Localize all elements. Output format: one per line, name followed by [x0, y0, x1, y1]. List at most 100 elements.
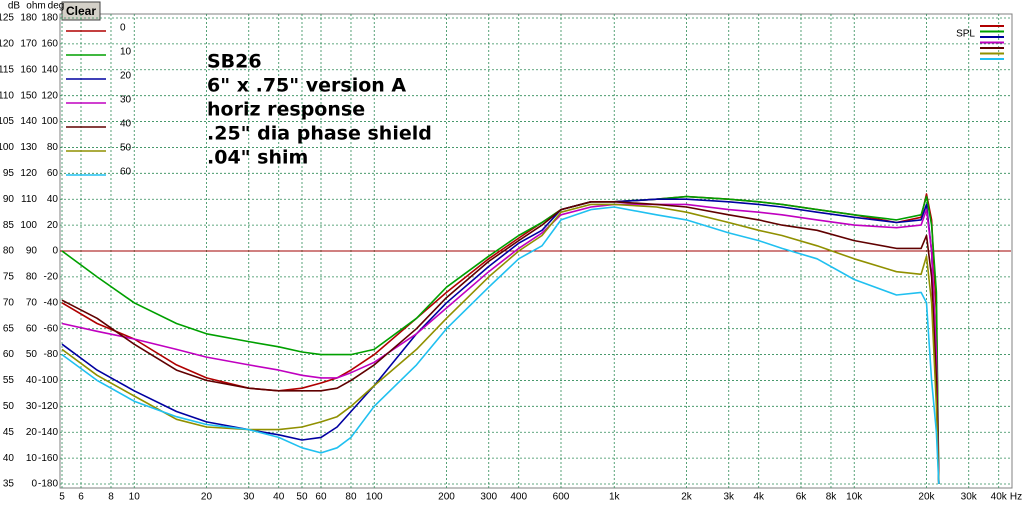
series-line [61, 203, 940, 485]
x-tick-label: 8 [108, 492, 114, 503]
y3-tick-label: 60 [47, 168, 59, 179]
y2-tick-label: 180 [20, 13, 37, 24]
y-tick-label: 60 [3, 349, 15, 360]
y3-tick-label: 140 [41, 64, 58, 75]
y-tick-label: 40 [3, 453, 15, 464]
x-tick-label: 40 [273, 492, 285, 503]
y3-tick-label: 180 [41, 13, 58, 24]
x-tick-label: 10 [129, 492, 141, 503]
y3-tick-label: -180 [38, 479, 58, 490]
y3-tick-label: 20 [47, 220, 59, 231]
y2-tick-label: 170 [20, 39, 37, 50]
x-tick-label: 80 [345, 492, 357, 503]
y-tick-label: 55 [3, 375, 15, 386]
y3-tick-label: 0 [52, 246, 58, 257]
y3-tick-label: -20 [44, 272, 59, 283]
y3-tick-label: -160 [38, 453, 58, 464]
y2-tick-label: 30 [26, 401, 38, 412]
series-line [61, 201, 940, 485]
y2-tick-label: 80 [26, 272, 38, 283]
y3-tick-label: -40 [44, 297, 59, 308]
y-tick-label: 125 [0, 13, 14, 24]
spl-label: SPL [956, 29, 975, 40]
y-tick-label: 95 [3, 168, 15, 179]
y3-tick-label: 80 [47, 142, 59, 153]
x-tick-label: 20 [201, 492, 213, 503]
y-tick-label: 65 [3, 323, 15, 334]
y2-tick-label: 110 [21, 194, 37, 205]
x-tick-label: 30 [243, 492, 255, 503]
y2-tick-label: 60 [26, 323, 38, 334]
legend-label: 50 [120, 143, 132, 154]
legend-label: 0 [120, 23, 126, 34]
y3-tick-label: -60 [44, 323, 59, 334]
y-tick-label: 75 [3, 272, 15, 283]
x-tick-label: 300 [480, 492, 497, 503]
legend-label: 60 [120, 167, 132, 178]
y-tick-label: 50 [3, 401, 15, 412]
y3-tick-label: 120 [41, 90, 58, 101]
y2-tick-label: 10 [26, 453, 38, 464]
y3-tick-label: -140 [38, 427, 58, 438]
y-tick-label: 105 [0, 116, 14, 127]
x-tick-label: 3k [723, 492, 735, 503]
annotation: horiz response [207, 99, 365, 121]
series-line [61, 206, 940, 485]
axis-header: deg [48, 1, 65, 12]
y3-tick-label: -100 [38, 375, 58, 386]
axis-header: ohm [26, 1, 45, 12]
y-tick-label: 35 [3, 479, 15, 490]
y3-tick-label: 100 [41, 116, 58, 127]
y3-tick-label: 160 [41, 39, 58, 50]
x-unit: Hz [1010, 492, 1022, 503]
button-label[interactable]: Clear [66, 4, 96, 18]
annotation: .04" shim [207, 147, 308, 169]
y2-tick-label: 90 [26, 246, 38, 257]
series-line [61, 198, 940, 485]
legend-label: 20 [120, 71, 132, 82]
y2-tick-label: 130 [20, 142, 37, 153]
x-tick-label: 20k [918, 492, 935, 503]
series-line [61, 203, 940, 485]
y-tick-label: 100 [0, 142, 14, 153]
y-tick-label: 85 [3, 220, 15, 231]
x-tick-label: 50 [296, 492, 308, 503]
axis-header: dB [8, 1, 21, 12]
annotation: .25" dia phase shield [207, 123, 432, 145]
y2-tick-label: 40 [26, 375, 38, 386]
y2-tick-label: 100 [20, 220, 37, 231]
y2-tick-label: 20 [26, 427, 38, 438]
y-tick-label: 45 [3, 427, 15, 438]
x-tick-label: 400 [510, 492, 527, 503]
x-tick-label: 200 [438, 492, 455, 503]
y2-tick-label: 150 [20, 90, 37, 101]
legend-label: 10 [120, 47, 132, 58]
x-tick-label: 60 [315, 492, 327, 503]
x-tick-label: 1k [609, 492, 621, 503]
y-tick-label: 120 [0, 39, 14, 50]
x-tick-label: 6k [796, 492, 808, 503]
y2-tick-label: 140 [20, 116, 37, 127]
y2-tick-label: 160 [20, 64, 37, 75]
y2-tick-label: 50 [26, 349, 38, 360]
y2-tick-label: 120 [20, 168, 37, 179]
x-tick-label: 5 [59, 492, 65, 503]
x-tick-label: 40k [991, 492, 1008, 503]
y-tick-label: 80 [3, 246, 15, 257]
y2-tick-label: 70 [26, 297, 38, 308]
x-tick-label: 10k [846, 492, 863, 503]
x-tick-label: 2k [681, 492, 693, 503]
x-tick-label: 4k [753, 492, 765, 503]
clear-button[interactable]: Clear [61, 1, 101, 21]
y3-tick-label: -80 [44, 349, 59, 360]
legend-label: 40 [120, 119, 132, 130]
y-tick-label: 115 [0, 64, 14, 75]
legend-label: 30 [120, 95, 132, 106]
y-tick-label: 70 [3, 297, 15, 308]
y2-tick-label: 0 [31, 479, 37, 490]
x-tick-label: 30k [961, 492, 978, 503]
x-tick-label: 100 [366, 492, 383, 503]
annotation: SB26 [207, 51, 262, 73]
annotation: 6" x .75" version A [207, 75, 406, 97]
